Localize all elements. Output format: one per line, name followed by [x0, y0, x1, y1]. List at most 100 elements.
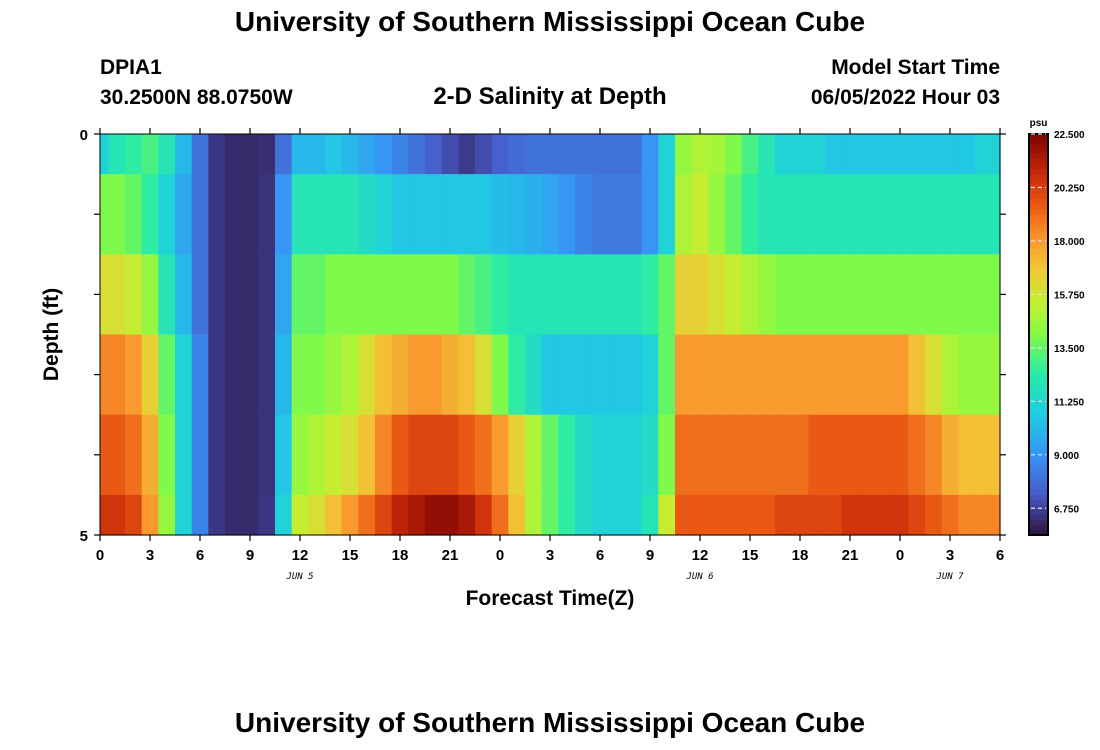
- heatmap-cell: [100, 334, 109, 416]
- heatmap-cell: [575, 174, 593, 255]
- heatmap-cell: [191, 174, 209, 255]
- salinity-heatmap-chart: 0 3 6 9 12 15 18 21 0 3 6 9 12 15 18 21 0 3 6 JUN 5 JUN 6 JUN…: [40, 118, 1085, 610]
- heatmap-cell: [825, 494, 843, 536]
- footer-title: University of Southern Mississippi Ocean…: [234, 707, 866, 738]
- heatmap-cell: [608, 254, 626, 336]
- colorbar-segment: [1029, 439, 1048, 446]
- heatmap-cell: [225, 174, 243, 255]
- heatmap-cell: [658, 494, 676, 536]
- colorbar-segment: [1029, 269, 1048, 275]
- colorbar-segment: [1029, 204, 1048, 210]
- heatmap-cell: [291, 414, 309, 496]
- x-axis: 0 3 6 9 12 15 18 21 0 3 6 9 12 15 18 21 0 3 6 JUN 5 JUN 6 JUN…: [96, 128, 1004, 582]
- heatmap-cell: [825, 254, 843, 336]
- heatmap-cell: [108, 254, 126, 336]
- colorbar-segment: [1029, 464, 1048, 471]
- heatmap-cell: [725, 174, 743, 255]
- colorbar-segment: [1029, 499, 1048, 506]
- heatmap-cell: [175, 134, 193, 175]
- heatmap-cell: [308, 494, 326, 536]
- heatmap-cell: [908, 334, 926, 416]
- heatmap-cell: [825, 334, 843, 416]
- heatmap-cell: [175, 254, 193, 336]
- heatmap-cell: [608, 494, 626, 536]
- heatmap-cell: [575, 414, 593, 496]
- heatmap-cell: [125, 174, 143, 255]
- heatmap-cell: [791, 334, 809, 416]
- heatmap-cell: [625, 494, 643, 536]
- heatmap-cell: [325, 174, 343, 255]
- heatmap-cell: [425, 174, 443, 255]
- heatmap-cell: [775, 414, 793, 496]
- colorbar-segment: [1029, 369, 1048, 376]
- x-axis-title: Forecast Time(Z): [466, 587, 635, 610]
- heatmap-cell: [658, 414, 676, 496]
- colorbar-segment: [1029, 189, 1048, 195]
- heatmap-cell: [691, 134, 709, 175]
- x-tick-label: 9: [646, 547, 654, 564]
- heatmap-cell: [725, 254, 743, 336]
- heatmap-cell: [491, 174, 509, 255]
- heatmap-cell: [291, 134, 309, 175]
- heatmap-cell: [825, 414, 843, 496]
- heatmap-cell: [991, 134, 1001, 175]
- colorbar-segment: [1029, 484, 1048, 491]
- heatmap-cell: [208, 134, 226, 175]
- colorbar-tick-label: 18.000: [1054, 237, 1085, 248]
- heatmap-cell: [941, 494, 959, 536]
- heatmap-cell: [375, 494, 393, 536]
- heatmap-cell: [141, 134, 159, 175]
- heatmap-cell: [991, 414, 1001, 496]
- heatmap-cell: [841, 334, 859, 416]
- colorbar-segment: [1029, 514, 1048, 521]
- colorbar-segment: [1029, 469, 1048, 476]
- heatmap-cell: [275, 254, 293, 336]
- heatmap-cell: [125, 414, 143, 496]
- colorbar-segment: [1029, 334, 1048, 341]
- heatmap-cell: [375, 254, 393, 336]
- heatmap-cell: [675, 334, 693, 416]
- colorbar-segment: [1029, 304, 1048, 311]
- colorbar-segment: [1029, 299, 1048, 306]
- heatmap-cell: [541, 494, 559, 536]
- heatmap-cell: [525, 174, 543, 255]
- heatmap-cell: [891, 254, 909, 336]
- heatmap-cell: [508, 334, 526, 416]
- heatmap-cell: [441, 134, 459, 175]
- heatmap-cell: [375, 334, 393, 416]
- heatmap-cell: [858, 174, 876, 255]
- colorbar-segment: [1029, 339, 1048, 346]
- colorbar-segment: [1029, 134, 1048, 140]
- colorbar-tick-label: 20.250: [1054, 183, 1085, 194]
- x-tick-label: 3: [146, 547, 154, 564]
- heatmap-cell: [758, 134, 776, 175]
- heatmap-cell: [408, 174, 426, 255]
- heatmap-cell: [358, 254, 376, 336]
- heatmap-cell: [458, 174, 476, 255]
- heatmap-cell: [475, 494, 493, 536]
- heatmap-cell: [608, 174, 626, 255]
- heatmap-cell: [658, 254, 676, 336]
- heatmap-cell: [375, 134, 393, 175]
- heatmap-cell: [908, 414, 926, 496]
- colorbar-segment: [1029, 244, 1048, 250]
- heatmap-cell: [708, 134, 726, 175]
- heatmap-cell: [275, 174, 293, 255]
- y-axis: 05: [80, 127, 1006, 545]
- x-tick-label: 18: [792, 547, 809, 564]
- heatmap-cell: [375, 414, 393, 496]
- heatmap-cell: [575, 494, 593, 536]
- x-tick-label: 21: [842, 547, 859, 564]
- heatmap-cell: [858, 254, 876, 336]
- heatmap-cell: [591, 134, 609, 175]
- colorbar: psu 22.500 20.250 18.000 15.750 13.500 11.250 9…: [1028, 118, 1085, 536]
- heatmap-cell: [125, 254, 143, 336]
- heatmap-cell: [541, 174, 559, 255]
- colorbar-segment: [1029, 214, 1048, 220]
- y-tick-label: 5: [80, 528, 88, 545]
- heatmap-cell: [741, 414, 759, 496]
- heatmap-cell: [108, 414, 126, 496]
- heatmap-cell: [225, 254, 243, 336]
- heatmap-cell: [975, 494, 993, 536]
- heatmap-cell: [175, 174, 193, 255]
